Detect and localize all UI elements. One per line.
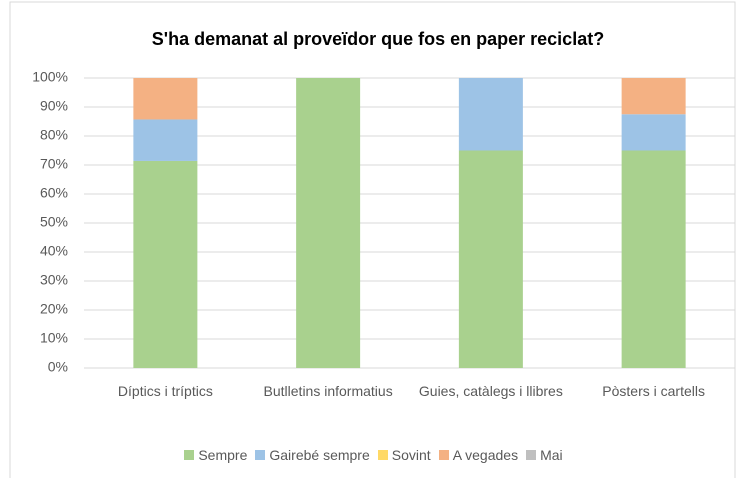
legend-swatch [438, 450, 449, 460]
chart-border [9, 1, 736, 478]
legend-label: A vegades [452, 447, 519, 463]
x-tick-label: Butlletins informatius [263, 383, 393, 399]
legend-swatch [255, 450, 266, 460]
y-tick-label: 70% [40, 156, 68, 172]
y-tick-label: 30% [40, 272, 68, 288]
x-tick-label: Pòsters i cartells [602, 383, 705, 399]
legend: Sempre Gairebé sempre Sovint A vegades Mai [0, 447, 747, 463]
bar-segment [133, 160, 198, 368]
x-tick-label: Díptics i tríptics [117, 383, 213, 399]
y-tick-label: 10% [40, 330, 68, 346]
y-tick-label: 100% [32, 69, 68, 85]
legend-swatch [526, 450, 537, 460]
legend-label: Sempre [198, 447, 248, 463]
y-tick-label: 60% [40, 185, 68, 201]
y-tick-label: 80% [40, 127, 68, 143]
legend-item: Sovint [377, 447, 431, 463]
legend-label: Sovint [391, 447, 431, 463]
y-tick-label: 0% [48, 359, 68, 375]
bar-segment [458, 150, 523, 368]
legend-swatch [184, 450, 195, 460]
chart-title: S'ha demanat al proveïdor que fos en pap… [152, 29, 604, 49]
y-tick-label: 20% [40, 301, 68, 317]
y-tick-label: 40% [40, 243, 68, 259]
legend-item: Sempre [184, 447, 247, 463]
bar-segment [133, 119, 198, 161]
bar-segment [133, 78, 198, 120]
legend-swatch [377, 450, 388, 460]
legend-label: Gairebé sempre [269, 447, 370, 463]
bar-segment [621, 150, 686, 368]
y-tick-label: 90% [40, 98, 68, 114]
legend-label: Mai [540, 447, 563, 463]
bar-segment [296, 78, 361, 368]
bar-segment [458, 78, 523, 151]
bar-segment [621, 114, 686, 151]
legend-item: Gairebé sempre [255, 447, 370, 463]
bar-segment [621, 78, 686, 115]
legend-item: A vegades [438, 447, 519, 463]
y-tick-label: 50% [40, 214, 68, 230]
legend-item: Mai [526, 447, 563, 463]
x-tick-label: Guies, catàlegs i llibres [418, 383, 563, 399]
